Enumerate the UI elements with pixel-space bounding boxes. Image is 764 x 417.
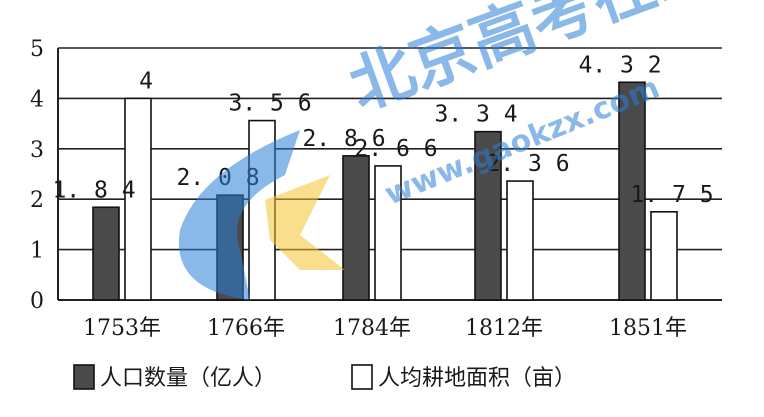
category-label-1812年: 1812年 [465,316,543,341]
population-bar-1851年 [618,81,646,301]
category-label-1851年: 1851年 [609,316,687,341]
population-bar-1812年 [474,130,502,301]
category-label-1784年: 1784年 [333,316,411,341]
y-tick-label: 2 [30,188,44,213]
farmland-value-label: 2. 6 6 [354,136,437,162]
farmland-bar-1812年 [506,180,534,301]
farmland-bar-1784年 [374,165,402,301]
value-labels: 1. 8 442. 0 83. 5 62. 8 62. 6 63. 3 42. … [52,52,713,208]
farmland-value-label: 2. 3 6 [486,151,569,177]
watermark-logo-shape [178,130,300,300]
legend-swatch-population [73,364,95,390]
watermark-logo-accent [265,175,345,270]
legend-label-population: 人口数量（亿人） [100,366,276,391]
y-tick-label: 0 [30,289,44,314]
legend: 人口数量（亿人） 人均耕地面积（亩） [73,364,576,391]
population-bar-1753年 [92,206,120,301]
bars [92,81,678,301]
y-tick-label: 5 [30,37,44,62]
y-axis: 0 1 2 3 4 5 [30,37,59,314]
farmland-value-label: 1. 7 5 [630,182,713,208]
y-tick-label: 1 [30,239,44,264]
watermark-title: 北京高考在线 [340,0,726,125]
y-tick-label: 3 [30,138,44,163]
population-value-label: 4. 3 2 [578,52,661,78]
category-label-1766年: 1766年 [207,316,285,341]
population-bar-1784年 [342,155,370,301]
category-labels: 1753年 1766年 1784年 1812年 1851年 [83,316,687,341]
legend-swatch-farmland [351,364,373,390]
farmland-bar-1851年 [650,211,678,301]
farmland-value-label: 3. 5 6 [228,91,311,117]
y-tick-label: 4 [30,87,44,112]
category-label-1753年: 1753年 [83,316,161,341]
population-value-label: 3. 3 4 [434,102,517,128]
legend-label-farmland: 人均耕地面积（亩） [378,366,576,391]
farmland-value-label: 4 [139,68,153,94]
population-value-label: 2. 8 6 [302,126,385,152]
farmland-bar-1753年 [124,97,152,301]
population-value-label: 1. 8 4 [52,177,135,203]
